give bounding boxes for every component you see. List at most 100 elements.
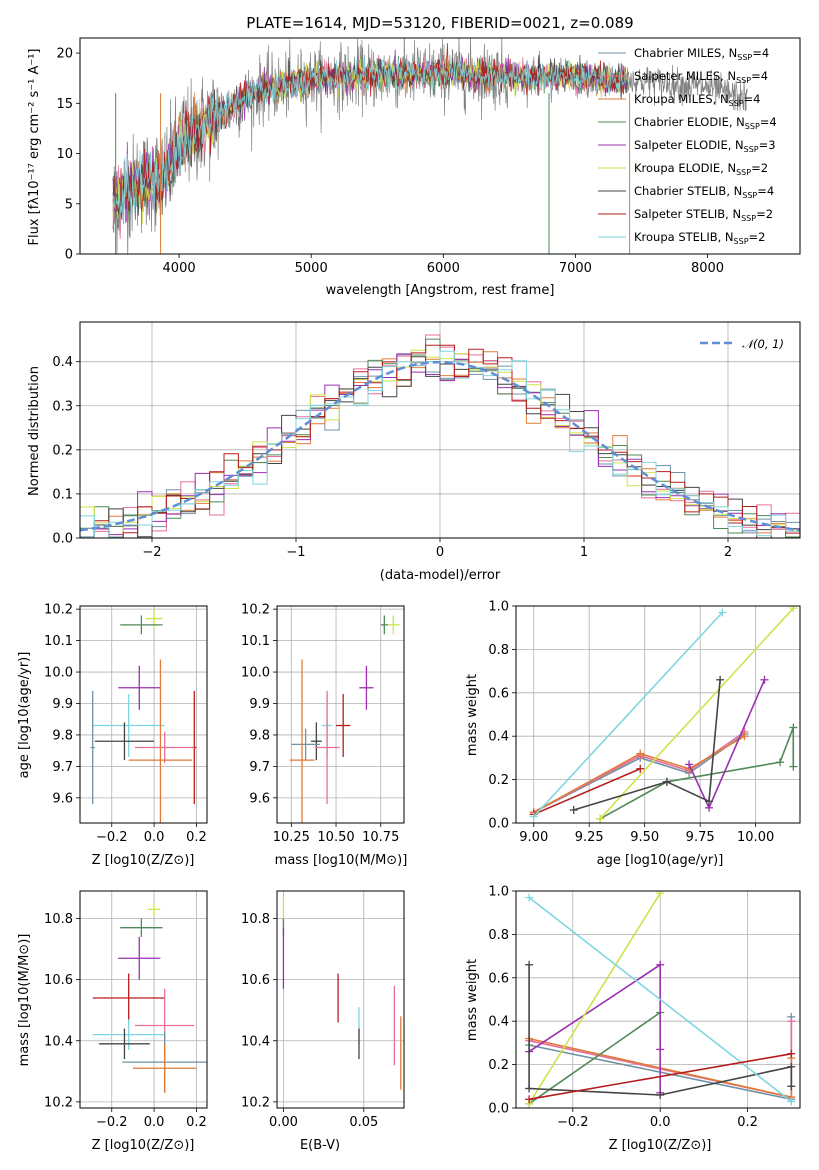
- x-tick-label: 4000: [163, 261, 196, 276]
- y-tick-label: 9.6: [249, 791, 270, 806]
- legend-label: Chabrier STELIB, NSSP=4: [634, 184, 774, 200]
- mass-weight-series-line: [528, 892, 661, 1105]
- age-z-y-axis-label: age [log10(age/yr)]: [17, 652, 32, 779]
- x-tick-label: 7000: [559, 261, 592, 276]
- y-tick-label: 10.1: [241, 634, 270, 649]
- mass-weight-series-line: [533, 768, 641, 816]
- legend-label: Kroupa ELODIE, NSSP=2: [634, 161, 768, 177]
- mass-ebv-x-axis-label: E(B-V): [300, 1138, 340, 1153]
- y-tick-label: 0.2: [488, 1058, 509, 1073]
- y-tick-label: 9.9: [249, 697, 270, 712]
- mass-weight-series-line: [528, 896, 792, 1103]
- mass-weight-series-line: [599, 607, 794, 820]
- y-tick-label: 0.0: [488, 1102, 509, 1117]
- x-tick-label: 9.25: [575, 830, 604, 845]
- y-tick-label: 0.4: [52, 355, 73, 370]
- axes-frame: [79, 605, 208, 824]
- legend-text: =4: [752, 46, 769, 60]
- y-tick-label: 10.6: [241, 973, 270, 988]
- x-tick-label: 0.0: [650, 1115, 671, 1130]
- x-tick-label: 8000: [691, 261, 724, 276]
- legend-subscript: SSP: [745, 122, 760, 131]
- y-tick-label: 5: [65, 197, 73, 212]
- legend-text: Salpeter ELODIE, N: [634, 138, 744, 152]
- plot-area: [112, 38, 748, 254]
- y-tick-label: 9.9: [52, 697, 73, 712]
- spectrum-panel: PLATE=1614, MJD=53120, FIBERID=0021, z=0…: [27, 14, 801, 298]
- axes-frame: [79, 890, 208, 1109]
- histogram-step: [80, 344, 800, 538]
- legend-text: =4: [757, 184, 774, 198]
- plot-area: [289, 615, 401, 823]
- legend-subscript: SSP: [744, 145, 759, 154]
- x-tick-label: 0.0: [144, 830, 165, 845]
- legend-label: 𝒩(0, 1): [742, 337, 784, 351]
- mass-weight-z-x-axis-label: Z [log10(Z/Z⊙)]: [609, 1138, 712, 1153]
- y-tick-label: 10.0: [44, 666, 73, 681]
- legend-label: Salpeter ELODIE, NSSP=3: [634, 138, 776, 154]
- x-tick-label: 10.00: [737, 830, 774, 845]
- y-tick-label: 10.8: [44, 912, 73, 927]
- mass-vs-reddening-panel: 0.00 0.05 10.2 10.4 10.6 10.8 E(B-V): [241, 890, 405, 1153]
- histogram-x-axis-label: (data-model)/error: [380, 568, 501, 583]
- legend-subscript: SSP: [736, 168, 751, 177]
- axes-frame: [515, 890, 801, 1109]
- mass-weight-series-line: [533, 733, 745, 813]
- y-tick-label: 1.0: [488, 600, 509, 615]
- x-tick-label: 6000: [427, 261, 460, 276]
- mass-z-x-axis-label: Z [log10(Z/Z⊙)]: [92, 1138, 195, 1153]
- x-tick-label: −2: [142, 545, 161, 560]
- mass-z-y-axis-label: mass [log10(M/M⊙)]: [17, 934, 32, 1067]
- mass-weight-series-line: [528, 1011, 661, 1105]
- mass-vs-metallicity-panel: −0.2 0.0 0.2 10.2 10.4 10.6 10.8 Z [log10(Z/Z⊙…: [17, 890, 208, 1153]
- plot-area: [525, 891, 796, 1108]
- legend-subscript: SSP: [734, 237, 749, 246]
- y-tick-label: 0.6: [488, 971, 509, 986]
- legend-subscript: SSP: [741, 214, 756, 223]
- legend-text: =3: [759, 138, 776, 152]
- y-tick-label: 10.1: [44, 634, 73, 649]
- legend-subscript: SSP: [742, 191, 757, 200]
- x-tick-label: −1: [286, 545, 305, 560]
- y-tick-label: 10: [56, 147, 73, 162]
- legend-text: Kroupa ELODIE, N: [634, 161, 736, 175]
- legend-subscript: SSP: [736, 76, 751, 85]
- mass-weight-vs-metallicity-panel: −0.2 0.0 0.2 0.0 0.2 0.4 0.6 0.8 1.0 Z [log10(Z/…: [465, 885, 801, 1153]
- y-tick-label: 0.6: [488, 686, 509, 701]
- y-tick-label: 10.0: [241, 666, 270, 681]
- legend-text: =4: [751, 69, 768, 83]
- mass-weight-age-x-axis-label: age [log10(age/yr)]: [597, 853, 724, 868]
- legend-text: =2: [751, 161, 768, 175]
- histogram-step: [80, 353, 800, 538]
- mass-weight-series-line: [533, 611, 723, 818]
- plot-area: [80, 334, 800, 538]
- y-tick-label: 9.8: [52, 728, 73, 743]
- plot-area: [92, 903, 207, 1093]
- y-tick-label: 0.4: [488, 1015, 509, 1030]
- legend-label: Salpeter STELIB, NSSP=2: [634, 207, 773, 223]
- x-tick-label: −0.2: [96, 830, 128, 845]
- spectrum-x-axis-label: wavelength [Angstrom, rest frame]: [326, 283, 555, 298]
- mass-weight-series-line: [533, 731, 745, 813]
- y-tick-label: 10.6: [44, 973, 73, 988]
- y-tick-label: 15: [56, 97, 73, 112]
- age-z-x-axis-label: Z [log10(Z/Z⊙)]: [92, 853, 195, 868]
- legend-label: Kroupa STELIB, NSSP=2: [634, 230, 765, 246]
- legend-text: Chabrier ELODIE, N: [634, 115, 745, 129]
- legend-subscript: SSP: [729, 99, 744, 108]
- y-tick-label: 0.4: [488, 730, 509, 745]
- legend-text: =2: [749, 230, 766, 244]
- legend-label: Chabrier MILES, NSSP=4: [634, 46, 769, 62]
- x-tick-label: 2: [724, 545, 732, 560]
- y-tick-label: 9.8: [249, 728, 270, 743]
- x-tick-label: 0.00: [269, 1115, 298, 1130]
- legend-text: Salpeter MILES, N: [634, 69, 736, 83]
- y-tick-label: 0: [65, 248, 73, 263]
- y-tick-label: 10.2: [241, 603, 270, 618]
- age-mass-x-axis-label: mass [log10(M/M⊙)]: [275, 853, 408, 868]
- legend-text: Kroupa STELIB, N: [634, 230, 734, 244]
- residual-histogram-panel: −2 −1 0 1 2 0.0 0.1 0.2 0.3 0.4 𝒩(0, 1) (data-mode…: [27, 321, 801, 583]
- y-tick-label: 9.7: [52, 760, 73, 775]
- legend-text: =4: [744, 92, 761, 106]
